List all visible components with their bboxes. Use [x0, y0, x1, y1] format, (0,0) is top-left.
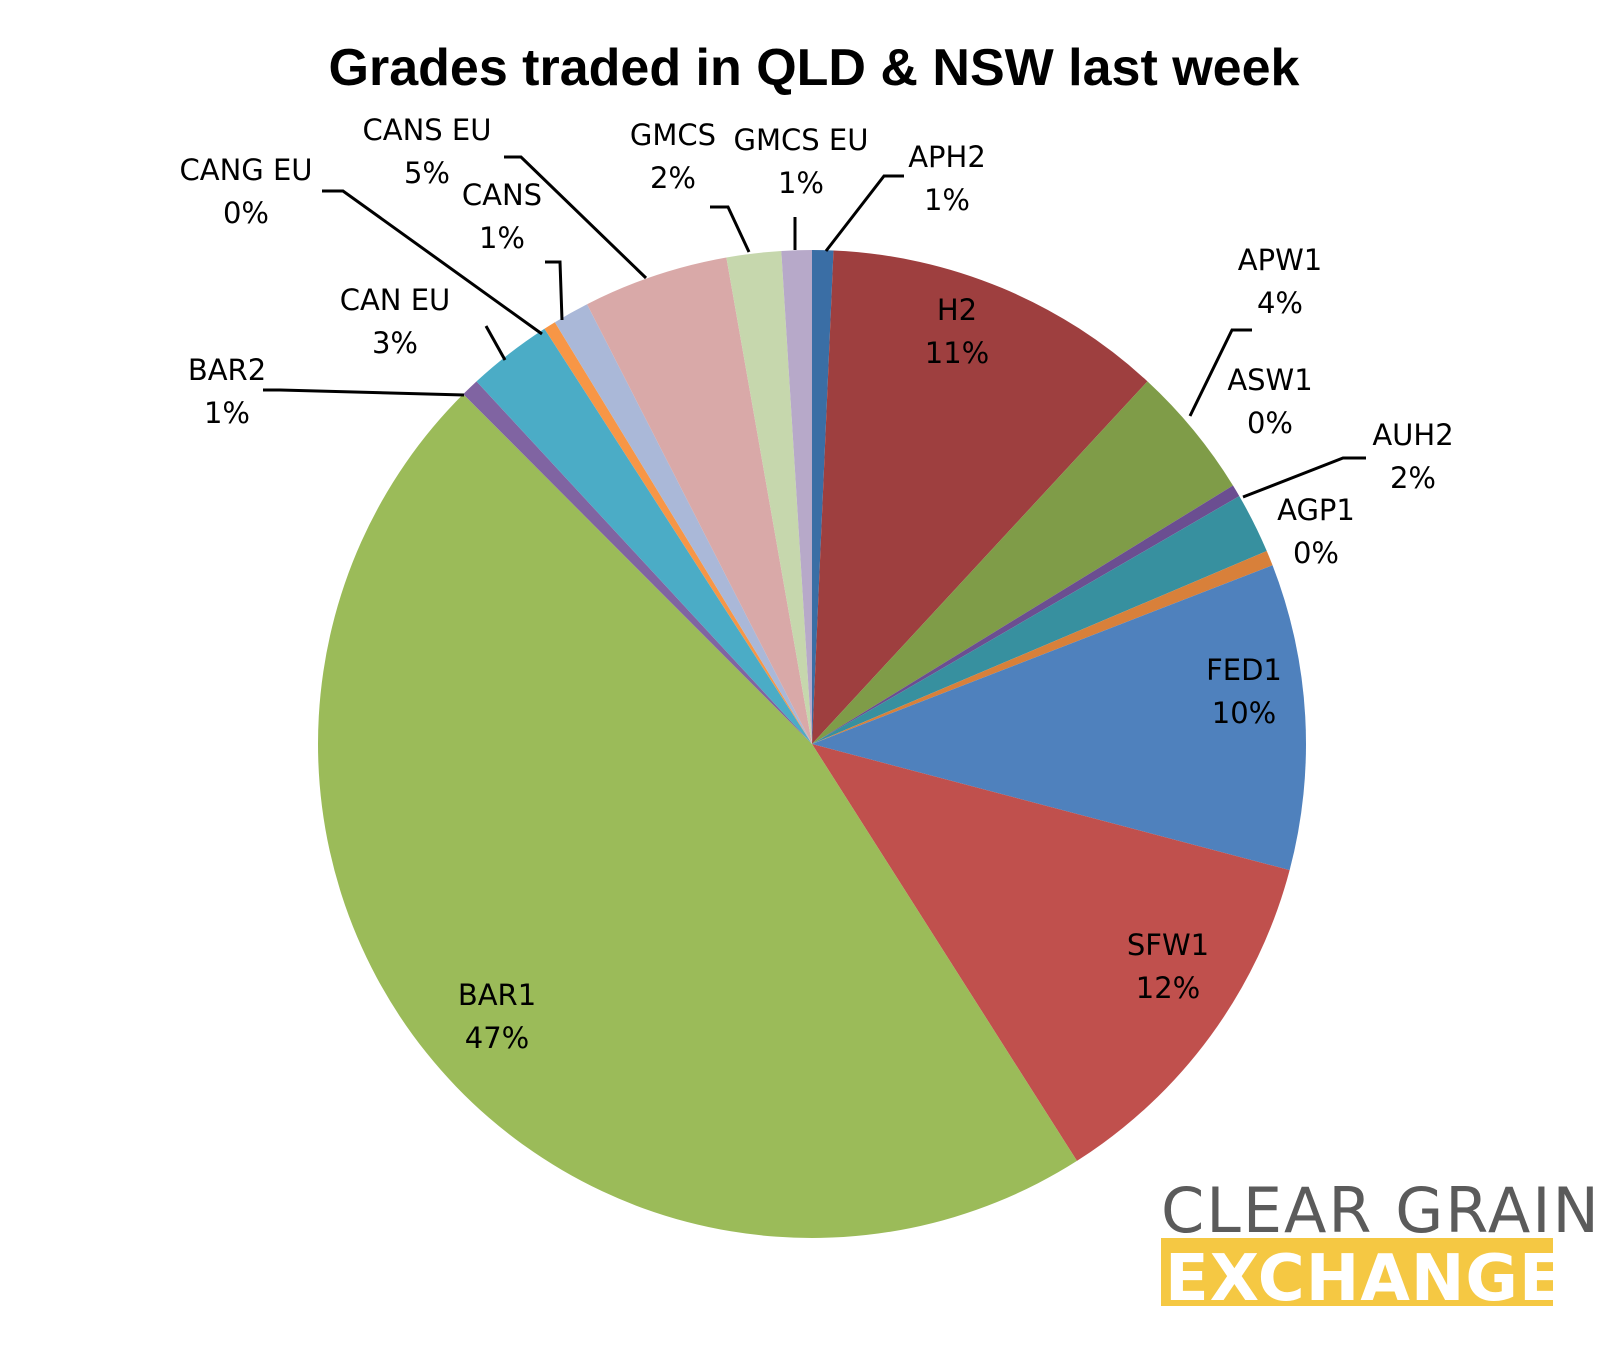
slice-label-pct-asw1: 0%: [1247, 406, 1293, 440]
logo-line-1: CLEAR GRAIN: [1161, 1174, 1601, 1247]
slice-cang-eu: [544, 322, 812, 744]
leader-line-cans-eu: [504, 155, 648, 280]
slice-aph2: [812, 250, 834, 744]
leader-line-gmcs: [710, 205, 751, 253]
leader-line-aph2: [824, 174, 904, 252]
slice-label-name-bar2: BAR2: [188, 353, 266, 387]
slice-label-name-apw1: APW1: [1238, 243, 1322, 277]
slice-label-name-agp1: AGP1: [1277, 493, 1355, 527]
slice-label-name-cang-eu: CANG EU: [179, 153, 312, 187]
slice-label-name-gmcs: GMCS: [630, 118, 716, 152]
slice-label-name-auh2: AUH2: [1372, 418, 1453, 452]
chart-title: Grades traded in QLD & NSW last week: [329, 39, 1300, 97]
slice-bar1: [318, 394, 1077, 1238]
slice-gmcs: [726, 250, 812, 744]
slice-label-pct-bar2: 1%: [204, 396, 250, 430]
slice-labels: APH2 1% H2 11% APW1 4% ASW1 0% AUH2 2% AGP1 0% FED1 1…: [179, 113, 1453, 1055]
slice-label-pct-fed1: 10%: [1212, 696, 1276, 730]
slice-label-pct-bar1: 47%: [465, 1021, 529, 1055]
pie-slices: [318, 250, 1306, 1238]
slice-label-name-asw1: ASW1: [1227, 363, 1312, 397]
slice-label-pct-auh2: 2%: [1390, 461, 1436, 495]
slice-label-pct-cans-eu: 5%: [404, 156, 450, 190]
clear-grain-exchange-logo: CLEAR GRAIN EXCHANGE: [1161, 1174, 1601, 1316]
slice-bar2: [463, 381, 812, 744]
slice-label-name-h2: H2: [937, 293, 977, 327]
slice-label-pct-sfw1: 12%: [1136, 971, 1200, 1005]
slice-label-name-cans-eu: CANS EU: [363, 113, 492, 147]
slice-label-pct-gmcs: 2%: [650, 161, 696, 195]
slice-can-eu: [476, 328, 812, 744]
slice-label-pct-cang-eu: 0%: [223, 196, 269, 230]
logo-line-2: EXCHANGE: [1165, 1242, 1564, 1316]
leader-line-auh2: [1242, 456, 1366, 499]
slice-asw1: [812, 485, 1240, 744]
slice-label-name-bar1: BAR1: [458, 978, 536, 1012]
slice-label-pct-apw1: 4%: [1257, 286, 1303, 320]
leader-line-cang-eu: [322, 189, 543, 336]
slice-fed1: [812, 565, 1306, 871]
slice-agp1: [812, 551, 1273, 744]
slice-label-name-aph2: APH2: [908, 140, 986, 174]
slice-label-name-fed1: FED1: [1206, 653, 1282, 687]
leader-line-apw1: [1188, 328, 1252, 417]
slice-sfw1: [812, 744, 1290, 1161]
slice-label-name-sfw1: SFW1: [1127, 928, 1209, 962]
slice-label-name-can-eu: CAN EU: [340, 283, 451, 317]
leader-lines: [263, 155, 1366, 499]
leader-line-cans: [545, 260, 564, 321]
slice-label-pct-aph2: 1%: [924, 183, 970, 217]
slice-label-pct-cans: 1%: [479, 221, 525, 255]
slice-gmcs-eu: [781, 250, 812, 744]
slice-label-pct-h2: 11%: [925, 336, 989, 370]
slice-label-name-gmcs-eu: GMCS EU: [734, 123, 869, 157]
slice-label-pct-can-eu: 3%: [372, 326, 418, 360]
leader-line-bar2: [263, 388, 465, 397]
slice-h2: [812, 250, 1148, 744]
slice-label-pct-gmcs-eu: 1%: [778, 166, 824, 200]
slice-apw1: [812, 381, 1233, 744]
slice-cans-eu: [587, 257, 812, 744]
slice-cans: [554, 304, 812, 744]
leader-line-can-eu: [484, 325, 507, 361]
slice-label-name-cans: CANS: [462, 178, 542, 212]
logo-band: [1161, 1238, 1553, 1306]
slice-auh2: [812, 496, 1267, 744]
slice-label-pct-agp1: 0%: [1293, 536, 1339, 570]
